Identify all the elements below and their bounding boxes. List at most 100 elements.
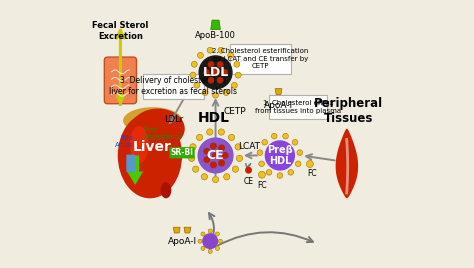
Ellipse shape: [123, 107, 182, 134]
FancyBboxPatch shape: [104, 57, 137, 104]
Polygon shape: [275, 89, 282, 94]
Circle shape: [245, 167, 252, 174]
Ellipse shape: [130, 126, 148, 163]
Circle shape: [207, 129, 213, 135]
Circle shape: [219, 160, 224, 166]
Circle shape: [199, 56, 232, 89]
Circle shape: [190, 72, 196, 78]
Text: SR-BI: SR-BI: [171, 148, 193, 157]
Circle shape: [295, 161, 301, 167]
Circle shape: [191, 61, 197, 67]
Text: Liver: Liver: [133, 140, 172, 154]
Text: LDLr: LDLr: [164, 115, 183, 124]
Circle shape: [215, 232, 219, 236]
Text: 1. Cholesterol efflux
from tissues into plasma: 1. Cholesterol efflux from tissues into …: [255, 100, 341, 114]
Ellipse shape: [118, 113, 182, 198]
Circle shape: [189, 155, 195, 162]
Text: HDL: HDL: [198, 111, 230, 125]
FancyBboxPatch shape: [269, 95, 327, 119]
Circle shape: [207, 47, 213, 53]
Circle shape: [257, 150, 263, 155]
Text: Preβ
HDL: Preβ HDL: [267, 145, 293, 166]
Circle shape: [292, 139, 298, 145]
Circle shape: [266, 170, 272, 175]
Circle shape: [212, 176, 219, 183]
Circle shape: [201, 174, 208, 180]
Polygon shape: [211, 20, 220, 29]
Circle shape: [232, 166, 238, 172]
Circle shape: [297, 150, 302, 155]
Circle shape: [219, 239, 222, 243]
Circle shape: [228, 134, 235, 140]
Circle shape: [218, 129, 225, 135]
Circle shape: [204, 70, 209, 75]
Circle shape: [201, 232, 205, 236]
Circle shape: [234, 61, 240, 67]
Text: ApoA-I: ApoA-I: [167, 237, 197, 246]
Text: FC: FC: [257, 181, 267, 191]
Circle shape: [213, 92, 219, 98]
Circle shape: [204, 157, 210, 162]
Circle shape: [224, 174, 230, 180]
Polygon shape: [127, 155, 143, 185]
Text: Bile
Acids: Bile Acids: [115, 135, 134, 148]
Circle shape: [208, 249, 212, 254]
Circle shape: [218, 78, 223, 83]
Circle shape: [209, 62, 214, 67]
Circle shape: [210, 143, 216, 149]
Circle shape: [194, 82, 200, 88]
Circle shape: [198, 138, 233, 173]
Text: ApoB-100: ApoB-100: [195, 31, 236, 40]
Circle shape: [215, 246, 219, 250]
Circle shape: [222, 153, 228, 158]
Circle shape: [208, 229, 212, 233]
Circle shape: [213, 153, 219, 158]
Circle shape: [231, 82, 237, 88]
Text: ApoA-I: ApoA-I: [264, 100, 293, 110]
Circle shape: [203, 234, 218, 248]
Circle shape: [209, 78, 214, 83]
FancyBboxPatch shape: [143, 74, 203, 99]
Circle shape: [196, 134, 203, 140]
Circle shape: [237, 155, 243, 162]
Text: CE: CE: [207, 149, 224, 162]
Ellipse shape: [131, 109, 185, 149]
Circle shape: [228, 52, 234, 58]
Circle shape: [235, 72, 241, 78]
Text: Fecal Sterol
Excretion: Fecal Sterol Excretion: [92, 21, 149, 41]
Polygon shape: [336, 129, 358, 198]
Circle shape: [198, 239, 202, 243]
Circle shape: [262, 139, 267, 145]
Circle shape: [306, 161, 313, 168]
Circle shape: [204, 148, 210, 154]
Circle shape: [277, 173, 283, 178]
Circle shape: [190, 144, 196, 150]
FancyBboxPatch shape: [126, 155, 136, 172]
Text: CETP: CETP: [224, 107, 246, 116]
Text: Free
Cholesterol: Free Cholesterol: [143, 127, 181, 140]
Polygon shape: [173, 227, 180, 233]
Text: FC: FC: [307, 169, 317, 178]
Ellipse shape: [161, 182, 171, 198]
Text: 3. Delivery of cholesterol to
liver for excretion as fecal sterols: 3. Delivery of cholesterol to liver for …: [109, 76, 237, 96]
Circle shape: [202, 90, 208, 95]
Circle shape: [218, 62, 223, 67]
Circle shape: [213, 70, 218, 75]
Circle shape: [198, 52, 203, 58]
Circle shape: [265, 141, 294, 170]
Circle shape: [258, 171, 265, 178]
Circle shape: [222, 70, 228, 75]
Text: CE: CE: [244, 177, 254, 186]
Circle shape: [192, 166, 199, 172]
Text: 2. Cholesterol esterification
by LCAT and CE transfer by
CETP: 2. Cholesterol esterification by LCAT an…: [212, 49, 309, 69]
Circle shape: [288, 170, 293, 175]
Text: Peripheral
Tissues: Peripheral Tissues: [314, 97, 383, 125]
Text: LCAT: LCAT: [238, 142, 260, 151]
Circle shape: [218, 47, 224, 53]
Text: LDL: LDL: [202, 66, 228, 79]
Circle shape: [210, 162, 216, 168]
Polygon shape: [184, 227, 191, 233]
Circle shape: [283, 133, 288, 139]
Circle shape: [219, 145, 224, 151]
Circle shape: [235, 144, 241, 150]
